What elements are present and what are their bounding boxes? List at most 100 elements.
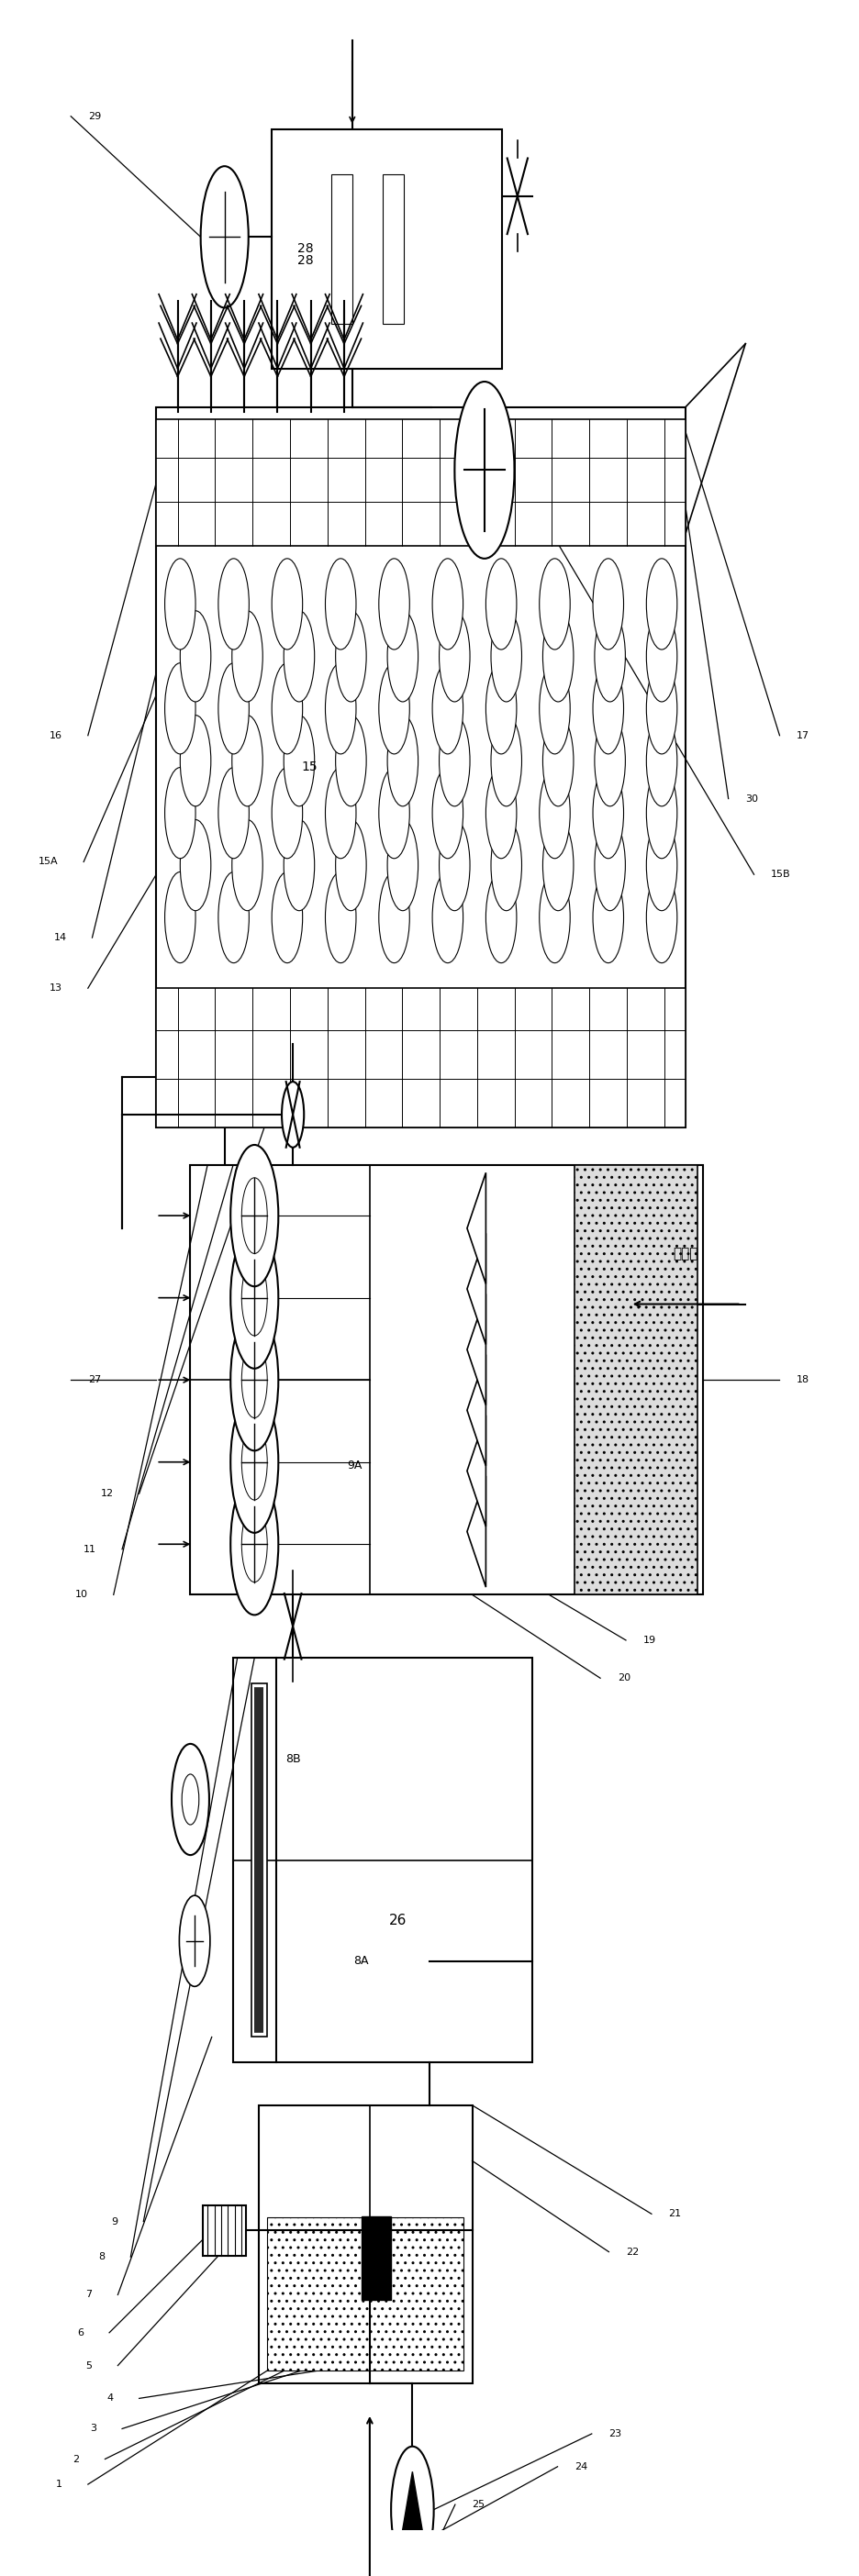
Circle shape bbox=[379, 662, 410, 755]
Circle shape bbox=[172, 1744, 210, 1855]
Circle shape bbox=[379, 871, 410, 963]
Circle shape bbox=[379, 768, 410, 858]
Circle shape bbox=[439, 611, 470, 701]
Text: 9A: 9A bbox=[347, 1461, 362, 1471]
Circle shape bbox=[241, 1260, 267, 1337]
Circle shape bbox=[391, 2447, 434, 2573]
Circle shape bbox=[594, 716, 625, 806]
Circle shape bbox=[593, 871, 624, 963]
Circle shape bbox=[539, 559, 570, 649]
Circle shape bbox=[180, 611, 211, 701]
Circle shape bbox=[336, 819, 366, 912]
Polygon shape bbox=[467, 1355, 486, 1466]
Circle shape bbox=[593, 768, 624, 858]
Circle shape bbox=[486, 662, 516, 755]
Circle shape bbox=[593, 559, 624, 649]
Circle shape bbox=[594, 611, 625, 701]
Circle shape bbox=[336, 611, 366, 701]
Polygon shape bbox=[467, 1476, 486, 1587]
Text: 28: 28 bbox=[297, 242, 314, 255]
Circle shape bbox=[432, 871, 463, 963]
Text: 29: 29 bbox=[88, 111, 101, 121]
Circle shape bbox=[182, 1775, 199, 1824]
Text: 20: 20 bbox=[618, 1674, 631, 1682]
Bar bbox=[191, 1164, 703, 1595]
Circle shape bbox=[180, 1896, 210, 1986]
Circle shape bbox=[326, 662, 356, 755]
Text: 11: 11 bbox=[83, 1546, 96, 1553]
Circle shape bbox=[232, 819, 263, 912]
Circle shape bbox=[165, 559, 196, 649]
Circle shape bbox=[271, 559, 302, 649]
Polygon shape bbox=[467, 1234, 486, 1345]
Bar bbox=[259, 2105, 472, 2383]
Bar bbox=[156, 407, 685, 1128]
Circle shape bbox=[241, 1507, 267, 1582]
Circle shape bbox=[646, 819, 677, 912]
Circle shape bbox=[646, 768, 677, 858]
Circle shape bbox=[218, 768, 249, 858]
Circle shape bbox=[271, 768, 302, 858]
Text: 14: 14 bbox=[53, 933, 67, 943]
Circle shape bbox=[543, 716, 574, 806]
Text: 4: 4 bbox=[107, 2393, 113, 2403]
Text: 19: 19 bbox=[643, 1636, 656, 1646]
Circle shape bbox=[594, 819, 625, 912]
Text: 27: 27 bbox=[88, 1376, 101, 1383]
Polygon shape bbox=[399, 2473, 425, 2548]
Circle shape bbox=[241, 1425, 267, 1499]
Text: 5: 5 bbox=[86, 2362, 92, 2370]
Circle shape bbox=[439, 716, 470, 806]
Circle shape bbox=[486, 559, 516, 649]
Text: 8: 8 bbox=[99, 2251, 105, 2262]
Circle shape bbox=[283, 819, 314, 912]
Text: 1: 1 bbox=[56, 2481, 63, 2488]
Text: 30: 30 bbox=[746, 793, 758, 804]
Text: 15: 15 bbox=[302, 760, 318, 773]
Circle shape bbox=[539, 871, 570, 963]
Text: 21: 21 bbox=[668, 2210, 681, 2218]
Text: 12: 12 bbox=[101, 1489, 113, 1499]
Circle shape bbox=[326, 871, 356, 963]
Circle shape bbox=[486, 871, 516, 963]
Text: 15B: 15B bbox=[771, 871, 791, 878]
Circle shape bbox=[646, 871, 677, 963]
Bar bbox=[267, 2218, 464, 2370]
Circle shape bbox=[491, 611, 521, 701]
Circle shape bbox=[218, 662, 249, 755]
Circle shape bbox=[539, 662, 570, 755]
Circle shape bbox=[593, 662, 624, 755]
Text: 18: 18 bbox=[796, 1376, 810, 1383]
Circle shape bbox=[543, 819, 574, 912]
Text: 22: 22 bbox=[626, 2246, 639, 2257]
Polygon shape bbox=[467, 1172, 486, 1283]
Bar bbox=[156, 989, 685, 1128]
Circle shape bbox=[454, 381, 515, 559]
Text: 24: 24 bbox=[575, 2463, 588, 2470]
Bar bbox=[156, 420, 685, 546]
Circle shape bbox=[180, 819, 211, 912]
Circle shape bbox=[646, 716, 677, 806]
Text: 13: 13 bbox=[50, 984, 63, 992]
Text: 15A: 15A bbox=[38, 858, 58, 866]
Circle shape bbox=[543, 611, 574, 701]
Circle shape bbox=[180, 716, 211, 806]
Circle shape bbox=[283, 611, 314, 701]
Circle shape bbox=[326, 768, 356, 858]
Circle shape bbox=[336, 716, 366, 806]
Text: 16: 16 bbox=[50, 732, 63, 739]
Circle shape bbox=[230, 1473, 278, 1615]
Text: 3: 3 bbox=[90, 2424, 96, 2434]
Circle shape bbox=[201, 167, 248, 307]
Bar bbox=[271, 129, 502, 368]
Text: 26: 26 bbox=[388, 1914, 406, 1927]
Circle shape bbox=[271, 662, 302, 755]
Circle shape bbox=[241, 1342, 267, 1417]
Circle shape bbox=[539, 768, 570, 858]
Bar bbox=[575, 1164, 698, 1595]
Circle shape bbox=[230, 1226, 278, 1368]
Circle shape bbox=[283, 716, 314, 806]
Bar bbox=[233, 1659, 532, 2063]
Circle shape bbox=[230, 1391, 278, 1533]
Circle shape bbox=[232, 611, 263, 701]
